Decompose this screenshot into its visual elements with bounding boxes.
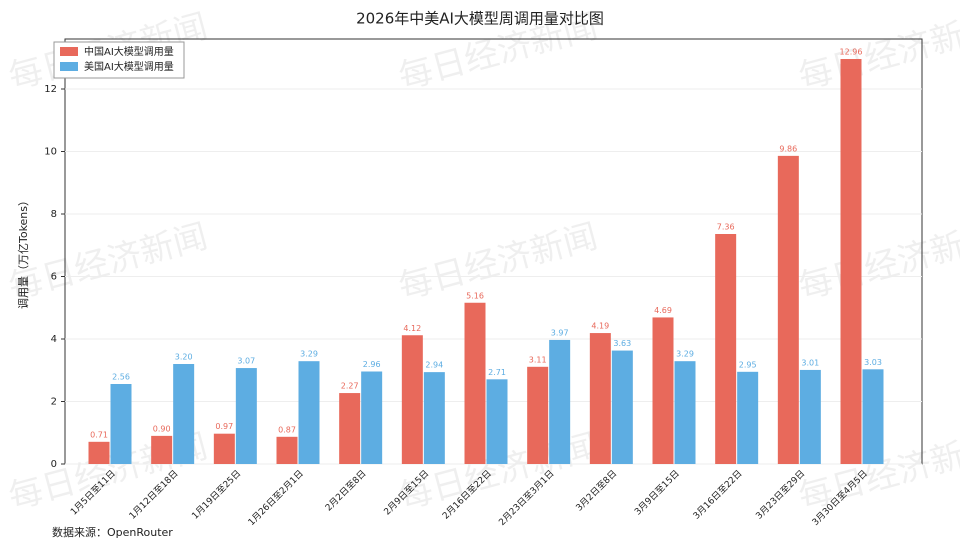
bar: [298, 361, 320, 464]
watermark: 每日经济新闻: [794, 216, 960, 307]
bar: [862, 369, 884, 464]
y-tick-label: 0: [51, 459, 57, 470]
value-label: 3.01: [801, 358, 819, 367]
bar: [674, 361, 696, 464]
value-label: 4.12: [403, 324, 421, 333]
y-axis-label: 调用量（万亿Tokens）: [17, 195, 30, 309]
x-tick-label: 3月16日至22日: [691, 468, 744, 521]
bar: [715, 234, 737, 464]
value-label: 2.94: [425, 361, 443, 370]
value-label: 2.27: [341, 382, 359, 391]
value-label: 12.96: [840, 48, 863, 57]
value-label: 3.29: [300, 350, 318, 359]
bar: [589, 333, 611, 464]
bar: [361, 371, 383, 464]
bar: [840, 59, 862, 464]
value-label: 0.97: [215, 422, 233, 431]
y-tick-label: 12: [44, 84, 57, 95]
bar: [276, 436, 298, 464]
value-label: 3.03: [864, 358, 882, 367]
value-label: 2.56: [112, 373, 130, 382]
value-label: 9.86: [779, 144, 797, 153]
watermark: 每日经济新闻: [794, 6, 960, 97]
value-label: 2.95: [739, 360, 757, 369]
bar: [423, 372, 445, 464]
value-label: 3.63: [613, 339, 631, 348]
bar: [777, 155, 799, 464]
y-tick-label: 6: [51, 272, 57, 283]
bar: [652, 317, 674, 464]
y-tick-label: 4: [51, 334, 57, 345]
value-label: 3.97: [551, 328, 569, 337]
x-tick-label: 3月2日至8日: [574, 468, 619, 513]
chart-title: 2026年中美AI大模型周调用量对比图: [356, 10, 604, 28]
y-tick-label: 10: [44, 147, 57, 158]
value-label: 3.07: [237, 357, 255, 366]
legend-label: 中国AI大模型调用量: [84, 45, 174, 58]
value-label: 4.19: [591, 322, 609, 331]
legend-swatch: [60, 62, 78, 71]
legend-swatch: [60, 47, 78, 56]
x-tick-label: 3月9日至15日: [632, 468, 681, 517]
bar: [737, 371, 759, 464]
value-label: 0.71: [90, 430, 108, 439]
watermark: 每日经济新闻: [4, 216, 211, 307]
value-label: 2.96: [363, 360, 381, 369]
value-label: 3.29: [676, 350, 694, 359]
value-label: 4.69: [654, 306, 672, 315]
x-tick-label: 1月19日至25日: [190, 468, 243, 521]
bar: [339, 393, 361, 464]
legend-label: 美国AI大模型调用量: [84, 60, 174, 73]
value-label: 3.11: [529, 355, 547, 364]
value-label: 5.16: [466, 291, 484, 300]
bar: [88, 441, 110, 464]
watermark: 每日经济新闻: [394, 216, 601, 307]
source-note: 数据来源：OpenRouter: [52, 525, 173, 539]
value-label: 2.71: [488, 368, 506, 377]
bar: [173, 364, 195, 464]
bar: [486, 379, 508, 464]
bar: [527, 366, 549, 464]
value-label: 0.87: [278, 425, 296, 434]
bar: [235, 368, 257, 464]
bar: [549, 339, 571, 464]
x-tick-label: 2月2日至8日: [323, 468, 368, 513]
bar: [151, 435, 173, 464]
bar: [110, 384, 132, 464]
bar: [611, 350, 633, 464]
y-tick-label: 8: [51, 209, 57, 220]
y-tick-label: 2: [51, 397, 57, 408]
bar: [213, 433, 235, 464]
bar: [799, 369, 821, 464]
bar: [464, 302, 486, 464]
value-label: 3.20: [175, 353, 193, 362]
value-label: 0.90: [153, 424, 171, 433]
x-tick-label: 1月26日至2月1日: [246, 468, 306, 528]
value-label: 7.36: [717, 223, 735, 232]
bar: [401, 335, 423, 464]
